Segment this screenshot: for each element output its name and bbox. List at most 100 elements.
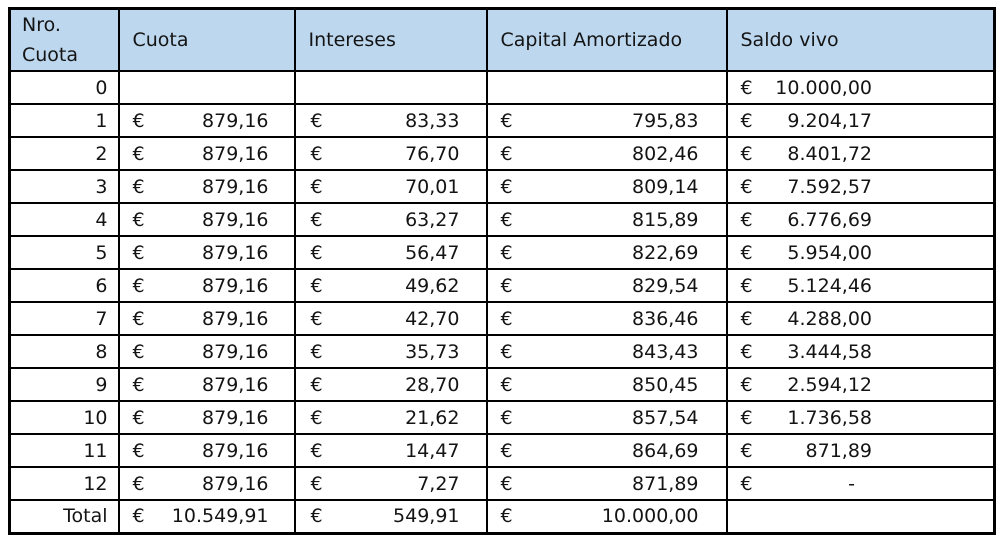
cuota-cell: €879,16	[117, 334, 296, 369]
euro-symbol: €	[132, 274, 145, 297]
nro-cuota-cell: 3	[8, 169, 120, 204]
saldo-vivo-cell: €5.954,00	[725, 235, 996, 270]
table-row: 2 €879,16 €76,70 €802,46 €8.401,72	[8, 136, 996, 171]
amount-value: 879,16	[202, 340, 269, 363]
capital-amortizado-cell: €857,54	[485, 400, 728, 435]
amount-value: 879,16	[202, 109, 269, 132]
amount-value: 879,16	[202, 307, 269, 330]
saldo-vivo-cell: €8.401,72	[725, 136, 996, 171]
euro-symbol: €	[132, 109, 145, 132]
nro-cuota-cell: 5	[8, 235, 120, 270]
col-header-saldo-vivo: Saldo vivo	[725, 7, 996, 72]
col-header-intereses: Intereses	[293, 7, 488, 72]
capital-amortizado-cell: €864,69	[485, 433, 728, 468]
euro-symbol: €	[740, 76, 753, 99]
amount-value: 879,16	[202, 439, 269, 462]
euro-symbol: €	[132, 208, 145, 231]
euro-symbol: €	[310, 274, 323, 297]
cuota-cell: €879,16	[117, 400, 296, 435]
euro-symbol: €	[132, 373, 145, 396]
amount-value: 7,27	[417, 472, 460, 495]
intereses-cell: €56,47	[293, 235, 488, 270]
euro-symbol: €	[500, 472, 513, 495]
saldo-vivo-cell: €2.594,12	[725, 367, 996, 402]
cuota-cell: €879,16	[117, 301, 296, 336]
amount-value: 829,54	[632, 274, 699, 297]
amount-value: 14,47	[405, 439, 460, 462]
cuota-cell: €879,16	[117, 136, 296, 171]
amount-value: 879,16	[202, 274, 269, 297]
amount-value: 10.000,00	[775, 76, 872, 99]
nro-cuota-cell: 11	[8, 433, 120, 468]
euro-symbol: €	[740, 142, 753, 165]
euro-symbol: €	[740, 208, 753, 231]
euro-symbol: €	[500, 274, 513, 297]
euro-symbol: €	[740, 439, 753, 462]
nro-cuota-cell: 9	[8, 367, 120, 402]
amount-value: 56,47	[405, 241, 460, 264]
amount-value: 1.736,58	[787, 406, 872, 429]
amount-value: 10.000,00	[601, 505, 699, 528]
amount-value: 5.954,00	[787, 241, 872, 264]
euro-symbol: €	[132, 439, 145, 462]
col-header-cuota: Cuota	[117, 7, 296, 72]
capital-amortizado-cell: €815,89	[485, 202, 728, 237]
amount-value: 857,54	[632, 406, 699, 429]
amount-value: 809,14	[632, 175, 699, 198]
amount-value: 871,89	[632, 472, 699, 495]
euro-symbol: €	[740, 109, 753, 132]
amount-value: 822,69	[632, 241, 699, 264]
amount-value: 2.594,12	[787, 373, 872, 396]
euro-symbol: €	[310, 241, 323, 264]
amount-value: 63,27	[405, 208, 460, 231]
amount-value: 879,16	[202, 175, 269, 198]
euro-symbol: €	[310, 175, 323, 198]
euro-symbol: €	[740, 274, 753, 297]
cuota-cell: €879,16	[117, 466, 296, 501]
amount-value: 879,16	[202, 208, 269, 231]
nro-cuota-cell: 8	[8, 334, 120, 369]
amount-value: 7.592,57	[787, 175, 872, 198]
table-row: 9 €879,16 €28,70 €850,45 €2.594,12	[8, 367, 996, 402]
euro-symbol: €	[132, 175, 145, 198]
amount-value: 8.401,72	[787, 142, 872, 165]
saldo-vivo-cell: €5.124,46	[725, 268, 996, 303]
euro-symbol: €	[500, 373, 513, 396]
capital-amortizado-cell: €822,69	[485, 235, 728, 270]
amount-value: 76,70	[405, 142, 460, 165]
amount-value: 879,16	[202, 373, 269, 396]
cuota-cell: €10.549,91	[117, 499, 296, 534]
amount-value: 5.124,46	[787, 274, 872, 297]
intereses-cell: €83,33	[293, 103, 488, 138]
table-row: 12 €879,16 €7,27 €871,89 € -	[8, 466, 996, 501]
amount-value: 850,45	[632, 373, 699, 396]
euro-symbol: €	[500, 439, 513, 462]
header-row: Nro. Cuota Cuota Intereses Capital Amort…	[8, 7, 996, 72]
amount-value: 864,69	[632, 439, 699, 462]
euro-symbol: €	[500, 208, 513, 231]
amount-value: 10.549,91	[171, 505, 269, 528]
intereses-cell: €14,47	[293, 433, 488, 468]
col-header-capital-amortizado: Capital Amortizado	[485, 7, 728, 72]
euro-symbol: €	[500, 340, 513, 363]
capital-amortizado-cell: €809,14	[485, 169, 728, 204]
euro-symbol: €	[310, 142, 323, 165]
euro-symbol: €	[310, 472, 323, 495]
nro-cuota-cell: Total	[8, 499, 120, 534]
euro-symbol: €	[132, 142, 145, 165]
euro-symbol: €	[310, 439, 323, 462]
col-header-nro-cuota: Nro. Cuota	[8, 7, 120, 72]
saldo-vivo-cell: €4.288,00	[725, 301, 996, 336]
euro-symbol: €	[500, 307, 513, 330]
euro-symbol: €	[310, 373, 323, 396]
euro-symbol: €	[310, 505, 323, 528]
amount-value: 843,43	[632, 340, 699, 363]
table-body: 0 €10.000,00 1 €879,16 €83,33 €795,83 €9.204,1…	[8, 70, 996, 534]
table-row: 8 €879,16 €35,73 €843,43 €3.444,58	[8, 334, 996, 369]
intereses-cell	[293, 70, 488, 105]
intereses-cell: €21,62	[293, 400, 488, 435]
saldo-vivo-cell: €7.592,57	[725, 169, 996, 204]
amount-value: 3.444,58	[787, 340, 872, 363]
euro-symbol: €	[310, 307, 323, 330]
table-row: 10 €879,16 €21,62 €857,54 €1.736,58	[8, 400, 996, 435]
